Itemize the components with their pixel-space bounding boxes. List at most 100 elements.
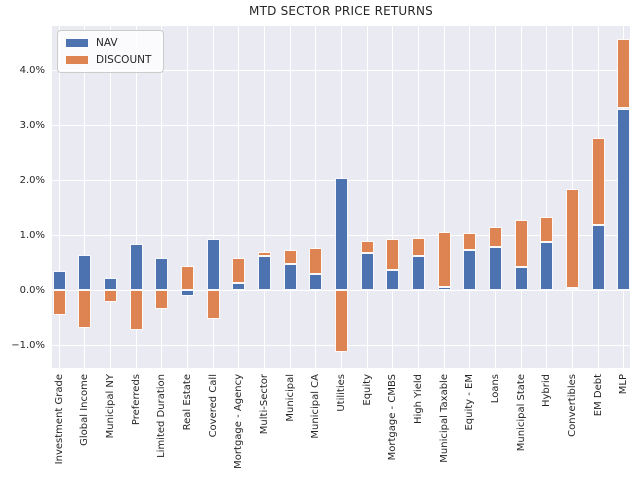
bar-discount-hybrid xyxy=(540,217,554,242)
bar-nav-municipal-ny xyxy=(104,278,118,290)
v-gridline xyxy=(417,26,419,368)
x-tick-label: Municipal xyxy=(284,374,296,422)
legend-item-nav: NAV xyxy=(66,37,151,49)
bar-nav-hybrid xyxy=(540,241,554,290)
legend-label-nav: NAV xyxy=(96,37,118,49)
bar-nav-multi-sector xyxy=(258,255,272,290)
bar-discount-equity-em xyxy=(463,233,477,250)
v-gridline xyxy=(212,26,214,368)
bar-discount-preferreds xyxy=(129,290,143,331)
nav-swatch-icon xyxy=(66,39,88,47)
v-gridline xyxy=(289,26,291,368)
x-tick-label: Convertibles xyxy=(566,374,578,437)
plot-area: NAV DISCOUNT xyxy=(52,26,630,368)
y-tick-label: 4.0% xyxy=(19,64,45,76)
v-gridline xyxy=(546,26,548,368)
v-gridline xyxy=(315,26,317,368)
x-tick-label: Mortgage - CMBS xyxy=(387,374,399,461)
bar-nav-utilities xyxy=(335,178,349,290)
bar-discount-equity xyxy=(360,240,374,254)
bar-nav-mortgage-agency xyxy=(232,283,246,290)
bar-nav-equity xyxy=(360,253,374,290)
v-gridline xyxy=(58,26,60,368)
bar-discount-real-estate xyxy=(181,265,195,290)
chart-title: MTD SECTOR PRICE RETURNS xyxy=(249,4,433,18)
x-tick-label: Global Income xyxy=(79,374,91,446)
discount-swatch-icon xyxy=(66,56,88,64)
v-gridline xyxy=(520,26,522,368)
bar-nav-municipal-ca xyxy=(309,274,323,290)
x-tick-label: MLP xyxy=(618,374,630,395)
bar-discount-mortgage-agency xyxy=(232,257,246,284)
v-gridline xyxy=(469,26,471,368)
bar-discount-mortgage-cmbs xyxy=(386,238,400,271)
x-tick-label: Limited Duration xyxy=(156,374,168,458)
bar-discount-municipal-taxable xyxy=(437,231,451,287)
bar-nav-high-yield xyxy=(411,255,425,290)
x-tick-label: Hybrid xyxy=(541,374,553,408)
v-gridline xyxy=(366,26,368,368)
x-tick-label: Utilities xyxy=(336,374,348,412)
bar-discount-investment-grade xyxy=(52,290,66,316)
bar-discount-convertibles xyxy=(565,189,579,288)
v-gridline xyxy=(161,26,163,368)
h-gridline xyxy=(52,124,630,126)
y-tick-label: 0.0% xyxy=(19,284,45,296)
x-tick-label: Real Estate xyxy=(182,374,194,431)
v-gridline xyxy=(110,26,112,368)
bar-nav-mlp xyxy=(617,108,630,290)
bar-discount-utilities xyxy=(335,290,349,353)
legend-item-discount: DISCOUNT xyxy=(66,54,151,66)
v-gridline xyxy=(443,26,445,368)
x-tick-label: Equity xyxy=(361,374,373,406)
bar-nav-investment-grade xyxy=(52,270,66,290)
bar-nav-covered-call xyxy=(206,239,220,290)
bar-nav-real-estate xyxy=(181,290,195,297)
v-gridline xyxy=(392,26,394,368)
legend-label-discount: DISCOUNT xyxy=(96,54,152,66)
bar-nav-global-income xyxy=(78,255,92,290)
x-tick-label: Mortgage - Agency xyxy=(233,374,245,469)
bar-nav-convertibles xyxy=(565,287,579,290)
x-tick-label: Equity - EM xyxy=(464,374,476,431)
bar-nav-equity-em xyxy=(463,249,477,290)
x-tick-label: EM Debt xyxy=(592,374,604,417)
v-gridline xyxy=(135,26,137,368)
bar-discount-municipal-ny xyxy=(104,290,118,302)
x-tick-label: Covered Call xyxy=(207,374,219,438)
bar-nav-preferreds xyxy=(129,243,143,290)
bar-discount-multi-sector xyxy=(258,251,272,256)
x-tick-label: High Yield xyxy=(412,374,424,424)
x-tick-label: Municipal Taxable xyxy=(438,374,450,463)
bar-discount-limited-duration xyxy=(155,290,169,310)
v-gridline xyxy=(238,26,240,368)
x-tick-label: Investment Grade xyxy=(53,374,65,465)
y-tick-label: 3.0% xyxy=(19,119,45,131)
x-tick-label: Municipal NY xyxy=(105,374,117,439)
bar-discount-municipal-ca xyxy=(309,247,323,275)
v-gridline xyxy=(187,26,189,368)
x-tick-label: Multi-Sector xyxy=(259,374,271,435)
bar-discount-em-debt xyxy=(591,138,605,226)
x-tick-label: Preferreds xyxy=(130,374,142,426)
bar-nav-mortgage-cmbs xyxy=(386,270,400,290)
x-tick-label: Municipal CA xyxy=(310,374,322,439)
bar-nav-loans xyxy=(488,247,502,290)
v-gridline xyxy=(494,26,496,368)
y-tick-label: −1.0% xyxy=(11,339,45,351)
bar-discount-covered-call xyxy=(206,290,220,320)
bar-nav-limited-duration xyxy=(155,257,169,290)
legend: NAV DISCOUNT xyxy=(57,30,165,73)
v-gridline xyxy=(264,26,266,368)
bar-discount-high-yield xyxy=(411,237,425,256)
x-tick-label: Loans xyxy=(489,374,501,404)
bar-nav-municipal-taxable xyxy=(437,286,451,290)
y-tick-label: 2.0% xyxy=(19,174,45,186)
bar-discount-loans xyxy=(488,226,502,248)
bar-discount-global-income xyxy=(78,290,92,328)
bar-nav-em-debt xyxy=(591,225,605,290)
bar-nav-municipal-state xyxy=(514,266,528,290)
h-gridline xyxy=(52,69,630,71)
bar-discount-municipal xyxy=(283,249,297,265)
